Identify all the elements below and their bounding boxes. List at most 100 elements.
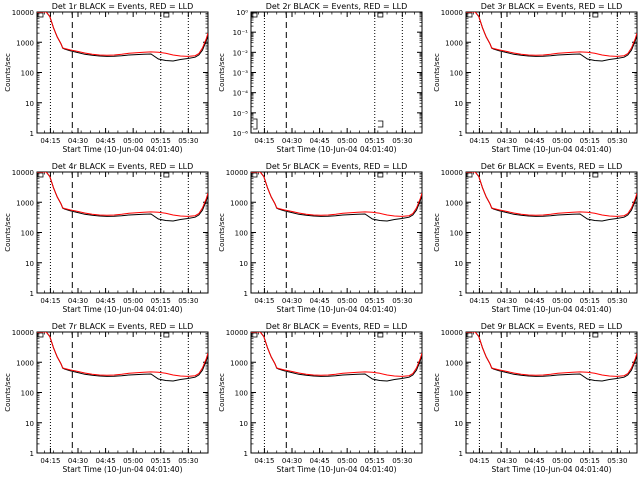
corner-marker [251,172,258,178]
lld-series-line [37,172,208,217]
corner-marker [592,172,599,178]
panel-det-8: Det 8r BLACK = Events, RED = LLD 1 10 100 10… [218,322,423,474]
x-tick-label: 05:00 [337,457,357,465]
y-tick-label: 1 [30,290,34,298]
y-axis-label: Counts/sec [433,213,441,252]
x-tick-label: 04:45 [524,457,544,465]
y-tick-label: 1 [459,450,463,458]
plot-frame [465,331,638,454]
x-tick-label: 05:15 [151,297,171,305]
panel-det-1: Det 1r BLACK = Events, RED = LLD 1 10 100 10… [4,2,209,154]
x-tick-label: 05:30 [392,137,412,145]
panel-det-9: Det 9r BLACK = Events, RED = LLD 1 10 100 10… [433,322,638,474]
panel-title: Det 3r BLACK = Events, RED = LLD [481,2,623,11]
panel-title: Det 6r BLACK = Events, RED = LLD [481,162,623,171]
plot-frame [465,171,638,294]
panel-title: Det 9r BLACK = Events, RED = LLD [481,322,623,331]
corner-marker [163,332,170,338]
lld-series-line [37,332,208,377]
events-series-line [466,332,637,382]
corner-marker [377,332,384,338]
x-tick-label: 05:00 [123,457,143,465]
x-axis-label: Start Time (10-Jun-04 04:01:40) [277,305,397,314]
x-tick-label: 04:45 [309,297,329,305]
x-tick-label: 04:15 [40,297,60,305]
x-tick-label: 04:45 [95,457,115,465]
x-tick-label: 05:30 [607,297,627,305]
x-tick-label: 04:30 [282,297,302,305]
corner-marker [592,12,599,18]
y-tick-label: 10 [239,260,248,268]
panel-det-6: Det 6r BLACK = Events, RED = LLD 1 10 100 10… [433,162,638,314]
panel-title: Det 7r BLACK = Events, RED = LLD [52,322,194,331]
corner-marker [466,332,473,338]
y-axis-label: Counts/sec [218,53,226,92]
corner-marker [163,172,170,178]
y-tick-label: 1000 [445,39,463,47]
y-tick-label: 1000 [16,39,34,47]
x-tick-label: 05:00 [123,297,143,305]
x-tick-label: 04:30 [282,137,302,145]
x-tick-label: 05:30 [392,457,412,465]
y-tick-label: 10 [454,100,463,108]
plot-frame [250,331,423,454]
corner-marker [251,12,258,18]
x-axis-label: Start Time (10-Jun-04 04:01:40) [492,145,612,154]
x-tick-label: 04:30 [68,297,88,305]
corner-marker [377,172,384,178]
x-tick-label: 05:15 [365,457,385,465]
x-tick-label: 04:30 [68,137,88,145]
y-tick-label: 10⁻² [233,49,249,57]
y-axis-label: Counts/sec [218,213,226,252]
x-tick-label: 05:00 [337,297,357,305]
lld-series-line [466,332,637,377]
y-tick-label: 10000 [12,9,34,17]
y-tick-label: 1 [30,130,34,138]
x-tick-label: 05:00 [552,457,572,465]
corner-marker [592,332,599,338]
x-tick-label: 05:00 [552,297,572,305]
panel-det-5: Det 5r BLACK = Events, RED = LLD 1 10 100 10… [218,162,423,314]
events-series-line [466,172,637,222]
x-tick-label: 05:00 [552,137,572,145]
events-series-line [251,172,422,222]
x-tick-label: 04:45 [524,297,544,305]
y-tick-label: 1 [30,450,34,458]
y-tick-label: 10000 [226,329,248,337]
x-tick-label: 05:15 [151,137,171,145]
corner-marker [251,332,258,338]
y-tick-label: 1000 [16,359,34,367]
panel-title: Det 5r BLACK = Events, RED = LLD [266,162,408,171]
x-tick-label: 05:15 [151,457,171,465]
corner-marker [466,172,473,178]
panel-title: Det 4r BLACK = Events, RED = LLD [52,162,194,171]
y-tick-label: 10⁻⁴ [233,90,249,98]
x-axis-label: Start Time (10-Jun-04 04:01:40) [492,465,612,474]
x-tick-label: 05:30 [178,137,198,145]
y-axis-label: Counts/sec [433,53,441,92]
panel-det-4: Det 4r BLACK = Events, RED = LLD 1 10 100 10… [4,162,209,314]
x-axis-label: Start Time (10-Jun-04 04:01:40) [277,465,397,474]
y-tick-label: 1 [459,130,463,138]
y-tick-label: 100 [235,230,248,238]
x-tick-label: 04:15 [254,137,274,145]
events-series-line [37,332,208,382]
y-tick-label: 10⁻¹ [233,29,249,37]
x-axis-label: Start Time (10-Jun-04 04:01:40) [63,145,183,154]
x-tick-label: 05:30 [178,457,198,465]
plot-frame [250,11,423,134]
plot-frame [36,11,209,134]
lld-series-line [251,332,422,377]
x-tick-label: 04:30 [497,297,517,305]
y-tick-label: 100 [450,390,463,398]
y-tick-label: 10000 [12,169,34,177]
x-tick-label: 05:15 [365,137,385,145]
panel-title: Det 8r BLACK = Events, RED = LLD [266,322,408,331]
x-tick-label: 04:15 [254,297,274,305]
x-tick-label: 04:45 [95,137,115,145]
corner-marker [163,12,170,18]
corner-marker [466,12,473,18]
x-tick-label: 05:30 [392,297,412,305]
x-axis-label: Start Time (10-Jun-04 04:01:40) [63,465,183,474]
x-tick-label: 04:45 [95,297,115,305]
